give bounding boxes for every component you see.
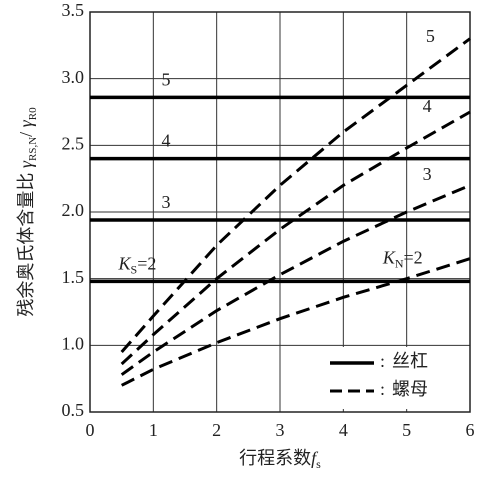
text-part: N: [395, 256, 404, 270]
x-tick-label: 6: [466, 420, 475, 440]
text-part: =2: [137, 253, 156, 273]
text-part: γ: [16, 160, 36, 168]
text-part: 4: [162, 131, 171, 151]
text-part: γ: [16, 119, 36, 127]
text-part: =2: [404, 247, 423, 267]
line-label: KN=2: [382, 247, 423, 270]
y-tick-label: 3.5: [62, 0, 85, 20]
text-part: K: [382, 247, 396, 267]
text-part: 4: [423, 96, 432, 116]
text-part: 行程系数: [239, 448, 311, 468]
text-part: 残余奥氏体含量比: [16, 168, 36, 317]
dashed-line: [120, 183, 471, 376]
line-label: 5: [162, 69, 171, 89]
dashed-line: [120, 110, 471, 366]
text-part: s: [316, 457, 321, 471]
x-tick-label: 2: [212, 420, 221, 440]
text-part: 3: [423, 164, 432, 184]
x-tick-label: 5: [402, 420, 411, 440]
dashed-line: [120, 257, 471, 387]
text-part: S: [131, 262, 138, 276]
y-tick-label: 2.5: [62, 133, 85, 153]
y-tick-label: 2.0: [62, 200, 85, 220]
text-part: 5: [162, 69, 171, 89]
y-tick-label: 1.0: [62, 333, 85, 353]
text-part: RS,N: [27, 137, 39, 161]
text-part: 5: [426, 26, 435, 46]
legend-colon: :: [380, 379, 385, 399]
text-part: f: [311, 448, 319, 468]
legend-label: 丝杠: [392, 351, 428, 371]
text-part: R0: [27, 107, 39, 120]
y-tick-label: 1.5: [62, 267, 85, 287]
line-label: KS=2: [118, 253, 157, 276]
x-axis-label: 行程系数fs: [239, 448, 321, 471]
text-part: K: [118, 253, 132, 273]
x-tick-label: 4: [339, 420, 348, 440]
y-tick-label: 0.5: [62, 400, 85, 420]
x-tick-label: 1: [149, 420, 158, 440]
line-label: 3: [423, 164, 432, 184]
line-label: 4: [423, 96, 432, 116]
line-label: 3: [162, 192, 171, 212]
dashed-line: [120, 37, 471, 353]
y-tick-label: 3.0: [62, 67, 85, 87]
x-tick-label: 0: [86, 420, 95, 440]
y-axis-label: 残余奥氏体含量比 γRS,N/ γR0: [16, 107, 38, 317]
plot-frame: [89, 11, 471, 413]
x-tick-label: 3: [276, 420, 285, 440]
legend-colon: :: [380, 351, 385, 371]
text-part: 3: [162, 192, 171, 212]
legend-box: [322, 347, 468, 409]
line-label: 5: [426, 26, 435, 46]
legend-label: 螺母: [392, 379, 428, 399]
line-label: 4: [162, 131, 171, 151]
text-part: /: [16, 127, 36, 137]
